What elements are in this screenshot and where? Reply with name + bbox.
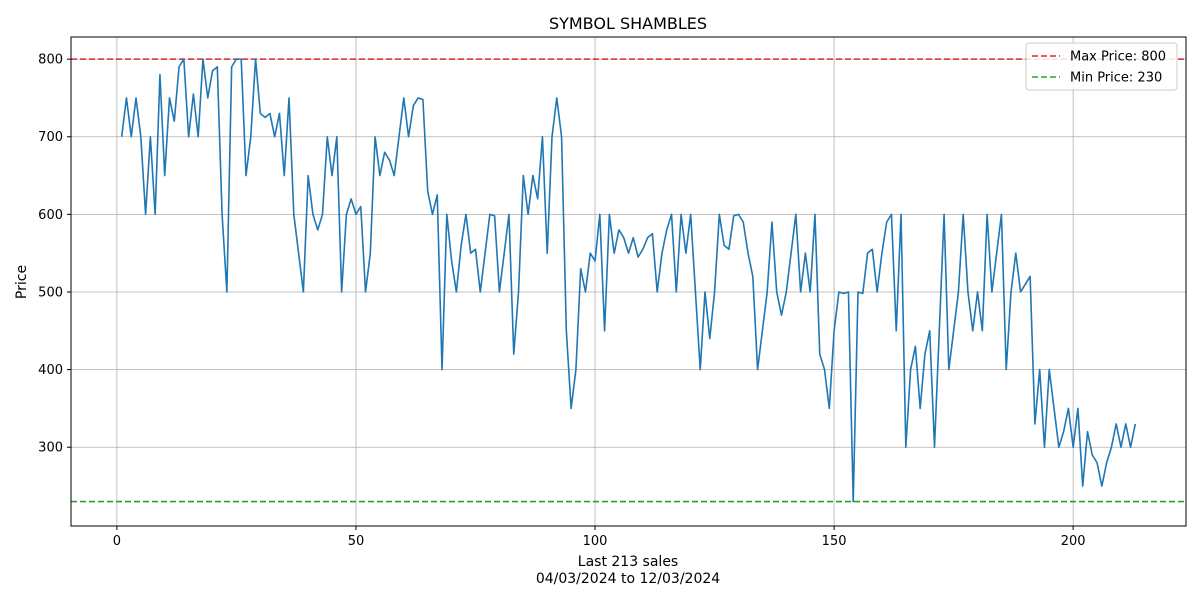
x-axis-label: Last 213 sales	[578, 554, 678, 570]
y-tick-label: 600	[38, 208, 63, 223]
x-tick-label: 200	[1061, 534, 1086, 549]
y-axis-ticks: 300 400 500 600 700 800	[38, 53, 71, 456]
legend: Max Price: 800 Min Price: 230	[1025, 42, 1178, 91]
legend-entry: Min Price: 230	[1070, 71, 1162, 86]
x-tick-label: 100	[583, 534, 608, 549]
series-layer	[120, 58, 1137, 503]
legend-entry: Max Price: 800	[1070, 50, 1166, 65]
y-tick-label: 500	[38, 285, 63, 300]
x-tick-label: 50	[348, 534, 365, 549]
price-series-line	[120, 58, 1137, 503]
x-axis-date-range: 04/03/2024 to 12/03/2024	[536, 571, 720, 587]
reference-lines	[71, 58, 1186, 503]
y-tick-label: 800	[38, 53, 63, 68]
x-tick-label: 0	[113, 534, 121, 549]
legend-box	[1025, 42, 1178, 91]
x-axis-ticks: 0 50 100 150 200	[113, 526, 1086, 549]
chart-title: SYMBOL SHAMBLES	[549, 14, 707, 33]
x-tick-label: 150	[822, 534, 847, 549]
plot-frame	[70, 36, 1187, 527]
y-axis-label: Price	[14, 265, 30, 299]
y-tick-label: 400	[38, 363, 63, 378]
y-tick-label: 300	[38, 441, 63, 456]
y-tick-label: 700	[38, 130, 63, 145]
